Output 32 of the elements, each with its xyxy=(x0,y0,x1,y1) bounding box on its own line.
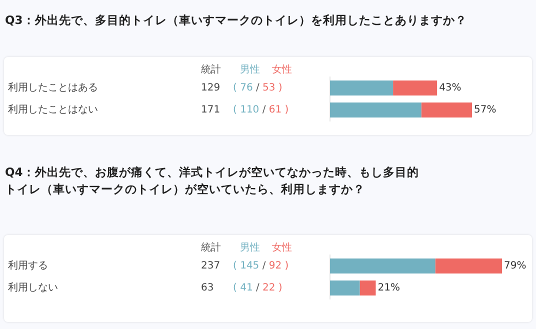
bar xyxy=(330,80,394,96)
y-tick-label: 利用しない xyxy=(8,282,58,294)
bar xyxy=(360,280,376,296)
annotation: 43% xyxy=(439,82,462,94)
y-tick-label: 利用したことはある xyxy=(8,82,98,94)
bar xyxy=(330,258,436,274)
bar xyxy=(393,80,438,96)
text: ( 41 / 22 ) xyxy=(233,282,282,294)
annotation: 79% xyxy=(504,260,526,272)
text: 129 xyxy=(201,82,220,94)
text: 171 xyxy=(201,104,220,116)
text: ( 145 / 92 ) xyxy=(233,260,289,272)
bar xyxy=(435,258,502,274)
text: 男性 xyxy=(240,64,260,76)
text: 統計 xyxy=(201,64,221,76)
text: 237 xyxy=(201,260,220,272)
bar xyxy=(330,102,422,118)
text: 女性 xyxy=(272,64,292,76)
text: ( 110 / 61 ) xyxy=(233,104,289,116)
text: 63 xyxy=(201,282,214,294)
annotation: 57% xyxy=(474,104,496,116)
annotation: 21% xyxy=(378,282,400,294)
y-tick-label: 利用する xyxy=(8,260,48,272)
text: Q4：外出先で、お腹が痛くて、洋式トイレが空いてなかった時、もし多目的トイレ（車いすマークのトイレ）が空いていたら、利用しますか？ xyxy=(4,164,420,198)
text: 統計 xyxy=(201,242,221,254)
bar xyxy=(330,280,360,296)
text: 男性 xyxy=(240,242,260,254)
text: 女性 xyxy=(272,242,292,254)
text: Q3：外出先で、多目的トイレ（車いすマークのトイレ）を利用したことありますか？ xyxy=(4,12,468,29)
bar xyxy=(421,102,472,118)
text: ( 76 / 53 ) xyxy=(233,82,282,94)
y-tick-label: 利用したことはない xyxy=(8,104,98,116)
